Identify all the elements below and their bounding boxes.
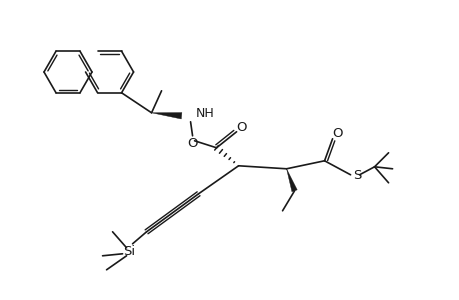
- Polygon shape: [151, 112, 181, 119]
- Text: S: S: [353, 169, 361, 182]
- Text: O: O: [331, 127, 342, 140]
- Text: O: O: [187, 137, 197, 150]
- Text: O: O: [236, 121, 246, 134]
- Text: Si: Si: [123, 245, 135, 258]
- Polygon shape: [286, 169, 297, 192]
- Text: NH: NH: [195, 107, 214, 120]
